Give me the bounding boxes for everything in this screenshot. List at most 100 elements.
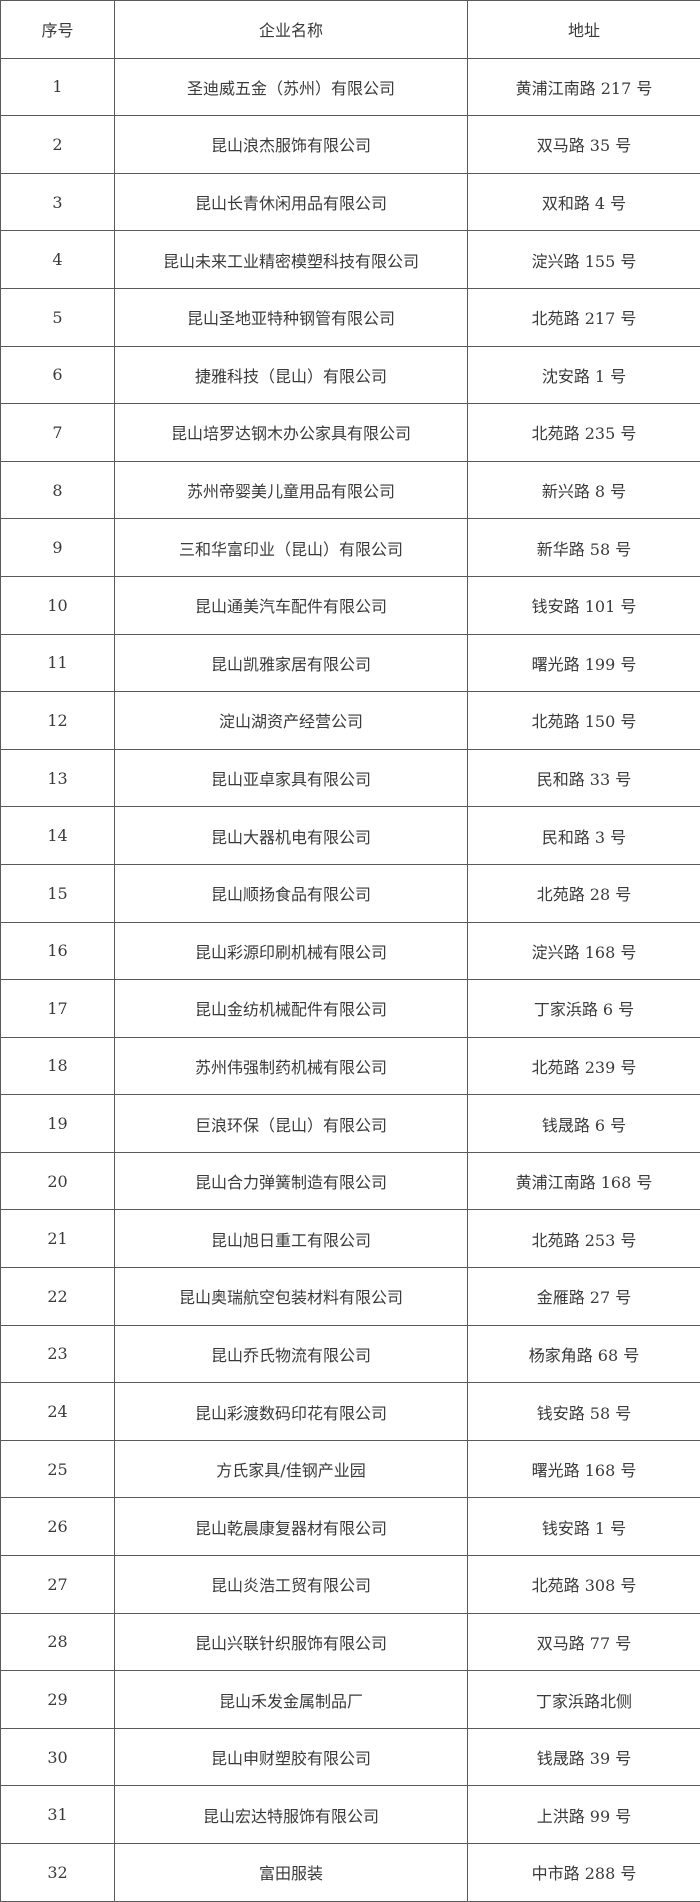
header-address: 地址: [467, 0, 700, 59]
cell-address: 北苑路 235 号: [467, 403, 700, 462]
cell-address: 北苑路 239 号: [467, 1036, 700, 1096]
cell-address: 北苑路 308 号: [467, 1555, 700, 1614]
cell-address: 新华路 58 号: [467, 518, 700, 577]
table-row: 24 昆山彩渡数码印花有限公司 钱安路 58 号: [0, 1382, 700, 1441]
table-row: 8 苏州帝婴美儿童用品有限公司 新兴路 8 号: [0, 460, 700, 520]
table-row: 18 苏州伟强制药机械有限公司 北苑路 239 号: [0, 1036, 700, 1096]
cell-company-name: 昆山顺扬食品有限公司: [114, 863, 468, 923]
cell-company-name: 昆山长青休闲用品有限公司: [114, 172, 468, 232]
table-row: 5 昆山圣地亚特种钢管有限公司 北苑路 217 号: [0, 287, 700, 347]
cell-index: 25: [0, 1439, 115, 1499]
cell-company-name: 昆山培罗达钢木办公家具有限公司: [114, 403, 468, 462]
table-row: 32 富田服装 中市路 288 号: [0, 1843, 700, 1902]
cell-index: 19: [0, 1094, 115, 1153]
cell-index: 2: [0, 115, 115, 174]
cell-address: 曙光路 168 号: [467, 1439, 700, 1499]
cell-address: 新兴路 8 号: [467, 460, 700, 520]
cell-address: 沈安路 1 号: [467, 345, 700, 405]
cell-company-name: 捷雅科技（昆山）有限公司: [114, 345, 468, 405]
table-row: 14 昆山大器机电有限公司 民和路 3 号: [0, 806, 700, 865]
cell-index: 23: [0, 1324, 115, 1384]
cell-company-name: 方氏家具/佳钢产业园: [114, 1439, 468, 1499]
cell-address: 双马路 35 号: [467, 115, 700, 174]
header-index: 序号: [0, 0, 115, 59]
cell-address: 丁家浜路北侧: [467, 1670, 700, 1729]
cell-company-name: 昆山奥瑞航空包装材料有限公司: [114, 1267, 468, 1326]
cell-company-name: 巨浪环保（昆山）有限公司: [114, 1094, 468, 1153]
cell-company-name: 昆山乔氏物流有限公司: [114, 1324, 468, 1384]
cell-address: 双和路 4 号: [467, 172, 700, 232]
cell-index: 18: [0, 1036, 115, 1096]
cell-company-name: 昆山通美汽车配件有限公司: [114, 575, 468, 635]
table-row: 9 三和华富印业（昆山）有限公司 新华路 58 号: [0, 518, 700, 577]
cell-address: 民和路 3 号: [467, 806, 700, 865]
table-row: 28 昆山兴联针织服饰有限公司 双马路 77 号: [0, 1612, 700, 1672]
cell-index: 20: [0, 1151, 115, 1211]
cell-address: 金雁路 27 号: [467, 1267, 700, 1326]
cell-company-name: 昆山炎浩工贸有限公司: [114, 1555, 468, 1614]
cell-company-name: 昆山凯雅家居有限公司: [114, 633, 468, 693]
cell-index: 29: [0, 1670, 115, 1729]
table-row: 4 昆山未来工业精密模塑科技有限公司 淀兴路 155 号: [0, 230, 700, 289]
cell-company-name: 昆山彩源印刷机械有限公司: [114, 921, 468, 981]
cell-index: 26: [0, 1497, 115, 1557]
cell-index: 9: [0, 518, 115, 577]
table-row: 10 昆山通美汽车配件有限公司 钱安路 101 号: [0, 575, 700, 635]
cell-address: 淀兴路 155 号: [467, 230, 700, 289]
cell-index: 12: [0, 691, 115, 750]
table-row: 31 昆山宏达特服饰有限公司 上洪路 99 号: [0, 1785, 700, 1844]
cell-company-name: 昆山兴联针织服饰有限公司: [114, 1612, 468, 1672]
cell-index: 24: [0, 1382, 115, 1441]
cell-address: 钱安路 101 号: [467, 575, 700, 635]
table-row: 27 昆山炎浩工贸有限公司 北苑路 308 号: [0, 1555, 700, 1614]
cell-company-name: 昆山浪杰服饰有限公司: [114, 115, 468, 174]
cell-company-name: 富田服装: [114, 1843, 468, 1902]
cell-index: 14: [0, 806, 115, 865]
cell-company-name: 昆山未来工业精密模塑科技有限公司: [114, 230, 468, 289]
table-row: 2 昆山浪杰服饰有限公司 双马路 35 号: [0, 115, 700, 174]
table-row: 22 昆山奥瑞航空包装材料有限公司 金雁路 27 号: [0, 1267, 700, 1326]
cell-index: 13: [0, 748, 115, 808]
cell-company-name: 昆山申财塑胶有限公司: [114, 1727, 468, 1787]
cell-address: 民和路 33 号: [467, 748, 700, 808]
cell-company-name: 三和华富印业（昆山）有限公司: [114, 518, 468, 577]
cell-index: 17: [0, 979, 115, 1038]
header-company-name: 企业名称: [114, 0, 468, 59]
table-header-row: 序号 企业名称 地址: [0, 0, 700, 59]
cell-index: 31: [0, 1785, 115, 1844]
table-row: 20 昆山合力弹簧制造有限公司 黄浦江南路 168 号: [0, 1151, 700, 1211]
cell-company-name: 淀山湖资产经营公司: [114, 691, 468, 750]
cell-address: 黄浦江南路 168 号: [467, 1151, 700, 1211]
cell-address: 丁家浜路 6 号: [467, 979, 700, 1038]
cell-address: 曙光路 199 号: [467, 633, 700, 693]
cell-address: 淀兴路 168 号: [467, 921, 700, 981]
cell-address: 黄浦江南路 217 号: [467, 57, 700, 117]
cell-address: 钱安路 58 号: [467, 1382, 700, 1441]
table-row: 25 方氏家具/佳钢产业园 曙光路 168 号: [0, 1439, 700, 1499]
cell-index: 28: [0, 1612, 115, 1672]
cell-index: 22: [0, 1267, 115, 1326]
cell-index: 3: [0, 172, 115, 232]
cell-company-name: 昆山乾晨康复器材有限公司: [114, 1497, 468, 1557]
cell-company-name: 昆山合力弹簧制造有限公司: [114, 1151, 468, 1211]
cell-address: 钱晟路 39 号: [467, 1727, 700, 1787]
table-row: 13 昆山亚卓家具有限公司 民和路 33 号: [0, 748, 700, 808]
table-row: 11 昆山凯雅家居有限公司 曙光路 199 号: [0, 633, 700, 693]
cell-company-name: 圣迪威五金（苏州）有限公司: [114, 57, 468, 117]
cell-company-name: 昆山彩渡数码印花有限公司: [114, 1382, 468, 1441]
cell-address: 北苑路 150 号: [467, 691, 700, 750]
table-row: 30 昆山申财塑胶有限公司 钱晟路 39 号: [0, 1727, 700, 1787]
cell-company-name: 昆山禾发金属制品厂: [114, 1670, 468, 1729]
cell-index: 11: [0, 633, 115, 693]
cell-index: 5: [0, 287, 115, 347]
cell-company-name: 昆山大器机电有限公司: [114, 806, 468, 865]
cell-index: 16: [0, 921, 115, 981]
cell-company-name: 昆山金纺机械配件有限公司: [114, 979, 468, 1038]
cell-index: 4: [0, 230, 115, 289]
cell-address: 上洪路 99 号: [467, 1785, 700, 1844]
table-row: 23 昆山乔氏物流有限公司 杨家角路 68 号: [0, 1324, 700, 1384]
cell-company-name: 苏州伟强制药机械有限公司: [114, 1036, 468, 1096]
cell-index: 27: [0, 1555, 115, 1614]
cell-address: 钱安路 1 号: [467, 1497, 700, 1557]
